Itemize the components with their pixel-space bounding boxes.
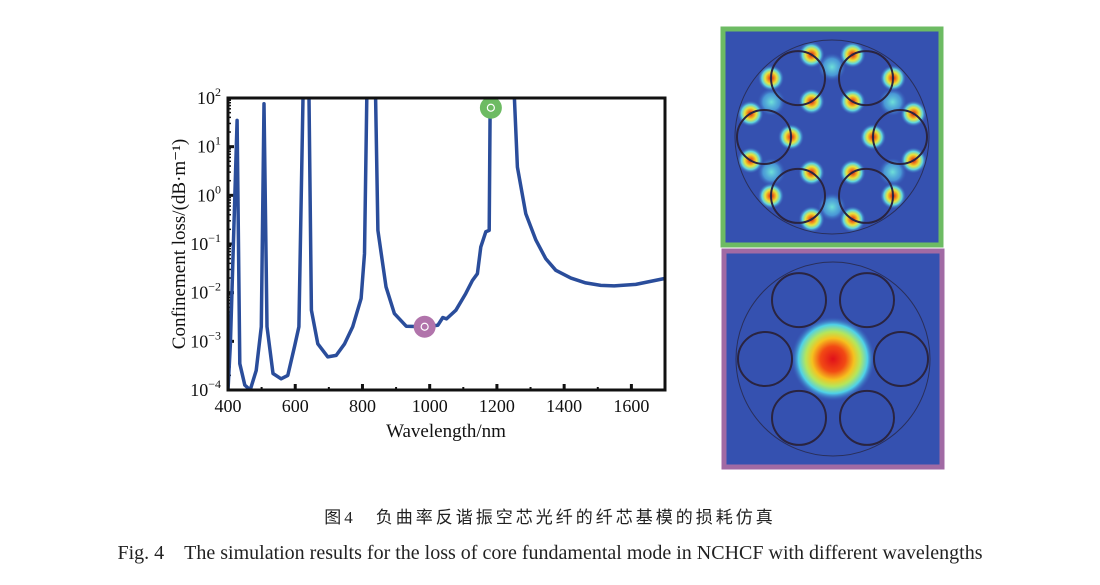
antiresonant-tube [838, 50, 894, 107]
y-axis-label: Confinement loss/(dB·m⁻¹) [169, 139, 190, 349]
caption-english: Fig. 4 The simulation results for the lo… [117, 542, 983, 564]
tick-labels: 400 600 800 1000 1200 1400 1600 102 101 100 10−1 10… [190, 85, 649, 416]
x-tick-label: 600 [282, 396, 309, 416]
antiresonant-tube [737, 331, 793, 387]
antiresonant-tube [872, 109, 928, 165]
loss-curve [228, 98, 665, 390]
loss-curve-segment-3 [373, 98, 492, 329]
antiresonant-tube [771, 389, 827, 446]
fundamental-mode-point [413, 315, 436, 338]
antiresonant-tube [770, 50, 826, 107]
x-tick-label: 1200 [479, 396, 515, 416]
mode-field-panel-green [720, 26, 944, 248]
y-tick-label: 10−4 [190, 377, 221, 400]
y-tick-label: 100 [197, 182, 221, 205]
antiresonant-tube [770, 167, 826, 224]
loss-curve-segment-4 [512, 98, 665, 288]
x-tick-label: 400 [215, 396, 242, 416]
antiresonant-tube [838, 167, 894, 224]
plot-frame [226, 96, 667, 392]
antiresonant-tube [873, 331, 929, 387]
x-axis-label: Wavelength/nm [386, 421, 506, 442]
x-tick-label: 800 [349, 396, 376, 416]
y-tick-label: 102 [197, 85, 221, 108]
x-tick-label: 1000 [412, 396, 448, 416]
field-lobe [878, 158, 907, 186]
y-tick-label: 10−3 [190, 328, 221, 351]
field-lobe [757, 88, 786, 116]
x-tick-label: 1400 [546, 396, 582, 416]
core-mode-field [791, 317, 875, 401]
higher-order-mode-point [479, 96, 502, 119]
antiresonant-tube [771, 272, 827, 329]
higher-order-mode-point-center [486, 103, 495, 112]
chart-markers [413, 96, 502, 338]
x-tick-label: 1600 [613, 396, 649, 416]
cladding-boundary [735, 261, 931, 457]
field-lobe [757, 158, 786, 186]
y-tick-label: 10−2 [190, 280, 221, 303]
caption-chinese: 图4 负曲率反谐振空芯光纤的纤芯基模的损耗仿真 [324, 508, 776, 527]
field-lobe [878, 88, 907, 116]
chart-axes [226, 96, 633, 392]
antiresonant-tube [736, 109, 792, 165]
loss-curve-segment-2 [307, 98, 369, 359]
y-tick-label: 10−1 [190, 231, 221, 254]
cladding-boundary [734, 39, 930, 235]
loss-curve-segment-1 [228, 98, 305, 390]
fundamental-mode-point-center [420, 322, 429, 331]
figure: 400 600 800 1000 1200 1400 1600 102 101 100 10−1 10… [169, 26, 945, 470]
mode-field-panel-purple [721, 248, 945, 470]
antiresonant-tube [839, 272, 895, 329]
y-tick-label: 101 [197, 134, 221, 157]
antiresonant-tube [839, 389, 895, 446]
